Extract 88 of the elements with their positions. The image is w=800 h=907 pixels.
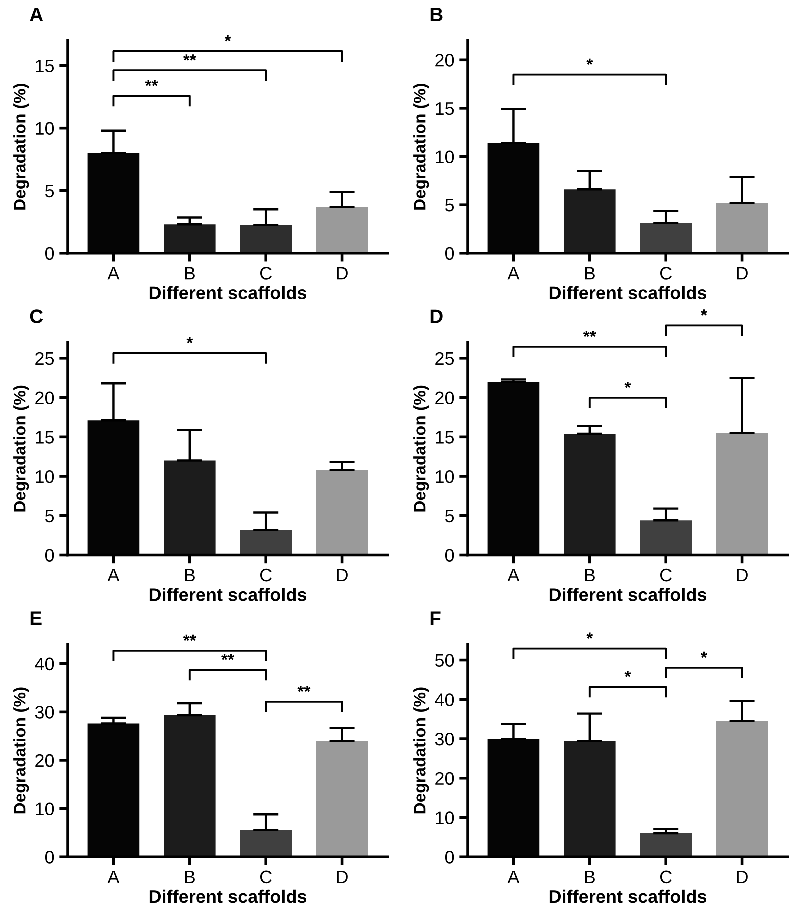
chart-title: B [430, 8, 443, 22]
y-tick-label: 10 [436, 470, 454, 484]
annotation: * [224, 35, 232, 42]
x-tick-label: A [108, 870, 120, 884]
y-tick-label: 20 [436, 54, 454, 67]
annotation: * [624, 671, 632, 678]
x-tick-label: C [660, 267, 672, 280]
annotation: ** [145, 80, 158, 86]
y-tick-label: 15 [36, 431, 54, 444]
y-axis-title: Degradation (%) [14, 386, 30, 512]
y-tick-label: 5 [45, 510, 54, 523]
y-tick-label: 20 [436, 392, 454, 405]
y-tick-label: 30 [435, 732, 454, 746]
text: * [586, 632, 594, 639]
annotation: * [624, 382, 632, 388]
x-tick-label: D [337, 870, 348, 884]
x-tick-label: D [337, 267, 348, 280]
annotation: ** [183, 54, 196, 61]
x-axis-title: Different scaffolds [550, 286, 707, 300]
x-tick-label: A [108, 267, 120, 280]
x-tick-label: C [660, 568, 672, 582]
chart-title: D [430, 310, 443, 324]
y-tick-label: 0 [45, 851, 54, 864]
text: ** [583, 330, 596, 338]
chart-title: E [30, 612, 42, 626]
x-axis-title: Different scaffolds [150, 588, 307, 602]
x-axis-title: Different scaffolds [150, 890, 307, 904]
x-tick-label: C [660, 870, 672, 884]
chart-title: C [30, 310, 44, 324]
text: * [700, 310, 708, 316]
chart-title: A [30, 8, 44, 22]
y-tick-label: 10 [36, 470, 54, 484]
y-tick-label: 5 [445, 199, 454, 212]
x-tick-label: A [108, 569, 120, 582]
annotation: * [586, 58, 594, 66]
x-tick-label: C [260, 870, 272, 884]
y-tick-label: 20 [36, 754, 54, 768]
x-tick-label: D [737, 267, 748, 280]
chart-title: F [430, 612, 441, 626]
x-tick-label: B [585, 870, 595, 884]
y-tick-label: 0 [445, 247, 454, 260]
y-tick-label: 40 [35, 658, 54, 671]
y-axis-title: Degradation (%) [14, 688, 30, 814]
y-tick-label: 0 [445, 549, 454, 562]
y-tick-label: 15 [436, 431, 454, 444]
y-tick-label: 10 [36, 122, 54, 136]
y-tick-label: 5 [445, 510, 454, 523]
x-axis-title: Different scaffolds [150, 286, 307, 300]
annotation: ** [222, 654, 234, 660]
x-axis-title: Different scaffolds [550, 890, 707, 904]
x-tick-label: A [508, 267, 520, 280]
y-axis-title: Degradation (%) [14, 84, 30, 210]
text: ** [183, 634, 196, 642]
y-tick-label: 25 [436, 352, 454, 366]
y-tick-label: 15 [36, 60, 54, 73]
x-axis-title: Different scaffolds [550, 588, 707, 602]
x-tick-label: B [585, 267, 595, 280]
x-tick-label: B [585, 569, 595, 582]
y-tick-label: 0 [45, 549, 54, 562]
y-tick-label: 30 [35, 706, 54, 719]
annotation: * [700, 652, 708, 658]
x-tick-label: B [185, 870, 195, 884]
x-tick-label: A [508, 870, 520, 884]
y-tick-label: 25 [36, 352, 54, 366]
x-tick-label: B [185, 569, 195, 582]
x-tick-label: D [337, 569, 348, 582]
y-tick-label: 40 [435, 694, 454, 706]
x-tick-label: C [260, 267, 272, 280]
annotation: * [186, 337, 194, 344]
x-tick-label: A [508, 569, 520, 582]
y-tick-label: 5 [45, 184, 54, 198]
y-tick-label: 0 [445, 851, 454, 864]
annotation: ** [298, 686, 311, 692]
y-axis-title: Degradation (%) [414, 84, 430, 210]
y-tick-label: 0 [45, 247, 54, 260]
x-tick-label: C [260, 568, 272, 582]
y-tick-label: 50 [435, 654, 454, 668]
y-tick-label: 10 [36, 802, 54, 816]
y-tick-label: 10 [436, 150, 454, 164]
y-axis-title: Degradation (%) [414, 688, 430, 814]
y-axis-title: Degradation (%) [414, 386, 430, 512]
y-tick-label: 20 [36, 392, 54, 405]
x-tick-label: D [737, 569, 748, 582]
x-tick-label: D [737, 870, 748, 884]
y-tick-label: 20 [436, 772, 454, 786]
y-tick-label: 10 [436, 812, 454, 824]
y-tick-label: 15 [436, 102, 454, 116]
x-tick-label: B [185, 267, 195, 280]
